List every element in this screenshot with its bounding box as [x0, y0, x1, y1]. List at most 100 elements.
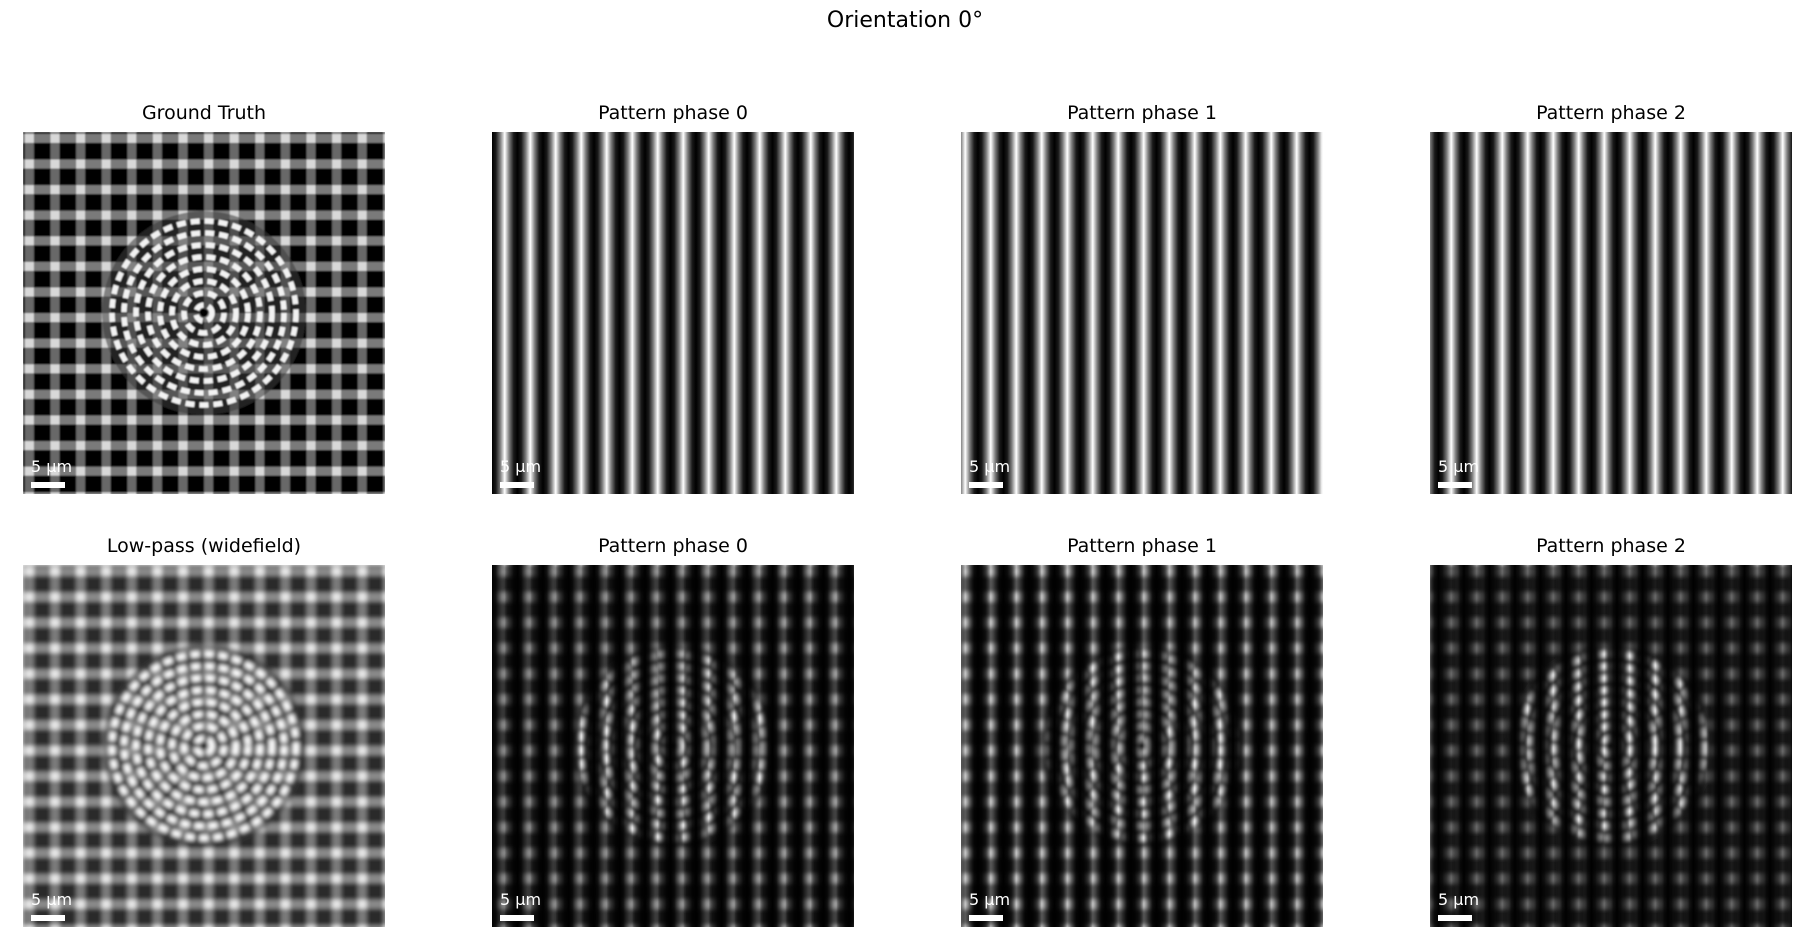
checker-cell [178, 848, 188, 858]
checker-cell [76, 185, 86, 195]
scalebar-label: 5 µm [969, 457, 1010, 476]
scalebar: 5 µm [31, 457, 72, 488]
checker-cell [152, 592, 162, 602]
checker-cell [50, 415, 60, 425]
checker-cell [101, 797, 111, 807]
ring [168, 710, 240, 782]
checker-cell [306, 338, 316, 348]
figure-suptitle: Orientation 0° [826, 8, 984, 33]
checker-cell [127, 492, 137, 494]
checker-cell [101, 210, 111, 220]
checker-cell [357, 415, 367, 425]
panel-title: Pattern phase 0 [598, 535, 748, 557]
checker-cell [178, 185, 188, 195]
checker-cell [152, 618, 162, 628]
checker-cell [178, 492, 188, 494]
checker-cell [101, 364, 111, 374]
checker-cell [332, 133, 342, 143]
checker-cell [357, 848, 367, 858]
checker-cell [178, 618, 188, 628]
ring [181, 290, 227, 336]
checker-cell [24, 338, 34, 348]
checker-cell [306, 771, 316, 781]
checker-cell [76, 133, 86, 143]
checker-cell [50, 746, 60, 756]
ring [120, 662, 288, 830]
checker-band-v [383, 565, 385, 927]
checker-cell [357, 771, 367, 781]
checker-cell [76, 720, 86, 730]
checker-cell [24, 592, 34, 602]
panel-title: Pattern phase 2 [1536, 535, 1686, 557]
checker-cell [76, 313, 86, 323]
checker-band-v [50, 132, 60, 494]
concentric-rings [102, 211, 306, 415]
checker-cell [204, 133, 214, 143]
stripe-pattern [492, 132, 854, 494]
checker-cell [50, 822, 60, 832]
checker-cell [280, 618, 290, 628]
checker-cell [306, 210, 316, 220]
checker-cell [255, 133, 265, 143]
scalebar: 5 µm [969, 457, 1010, 488]
checker-cell [332, 669, 342, 679]
checker-cell [24, 159, 34, 169]
checker-cell [127, 185, 137, 195]
checker-cell [24, 133, 34, 143]
checker-cell [76, 415, 86, 425]
checker-cell [383, 313, 385, 323]
checker-cell [383, 287, 385, 297]
checker-cell [357, 746, 367, 756]
checker-cell [306, 797, 316, 807]
checker-cell [280, 415, 290, 425]
checker-cell [383, 133, 385, 143]
checker-cell [280, 389, 290, 399]
checker-cell [332, 287, 342, 297]
checker-cell [383, 210, 385, 220]
checker-cell [229, 441, 239, 451]
checker-cell [306, 592, 316, 602]
checker-cell [383, 364, 385, 374]
checker-cell [357, 185, 367, 195]
checker-cell [101, 566, 111, 576]
checker-cell [152, 874, 162, 884]
checker-cell [357, 797, 367, 807]
checker-cell [306, 899, 316, 909]
checker-cell [204, 185, 214, 195]
checker-cell [76, 694, 86, 704]
checker-cell [152, 848, 162, 858]
checker-cell [178, 159, 188, 169]
checker-cell [50, 185, 60, 195]
checker-cell [383, 720, 385, 730]
checker-band-v [306, 132, 316, 494]
checker-cell [204, 466, 214, 476]
checker-cell [101, 261, 111, 271]
checker-cell [306, 313, 316, 323]
checker-cell [280, 822, 290, 832]
checker-cell [127, 159, 137, 169]
checker-cell [332, 643, 342, 653]
checker-cell [306, 694, 316, 704]
checker-cell [152, 185, 162, 195]
checker-cell [101, 771, 111, 781]
checker-cell [280, 133, 290, 143]
checker-cell [50, 618, 60, 628]
checker-cell [50, 643, 60, 653]
checker-cell [101, 338, 111, 348]
checker-cell [50, 364, 60, 374]
checker-cell [306, 415, 316, 425]
scalebar-label: 5 µm [500, 890, 541, 909]
ring [192, 734, 216, 758]
checker-cell [280, 899, 290, 909]
checker-cell [332, 389, 342, 399]
checker-cell [332, 261, 342, 271]
checker-band-h [23, 415, 385, 425]
checker-cell [24, 797, 34, 807]
stripe-modulation [961, 565, 1323, 927]
checker-cell [229, 185, 239, 195]
checker-cell [178, 466, 188, 476]
checker-cell [127, 415, 137, 425]
checker-cell [306, 441, 316, 451]
checker-cell [383, 441, 385, 451]
checker-cell [50, 669, 60, 679]
